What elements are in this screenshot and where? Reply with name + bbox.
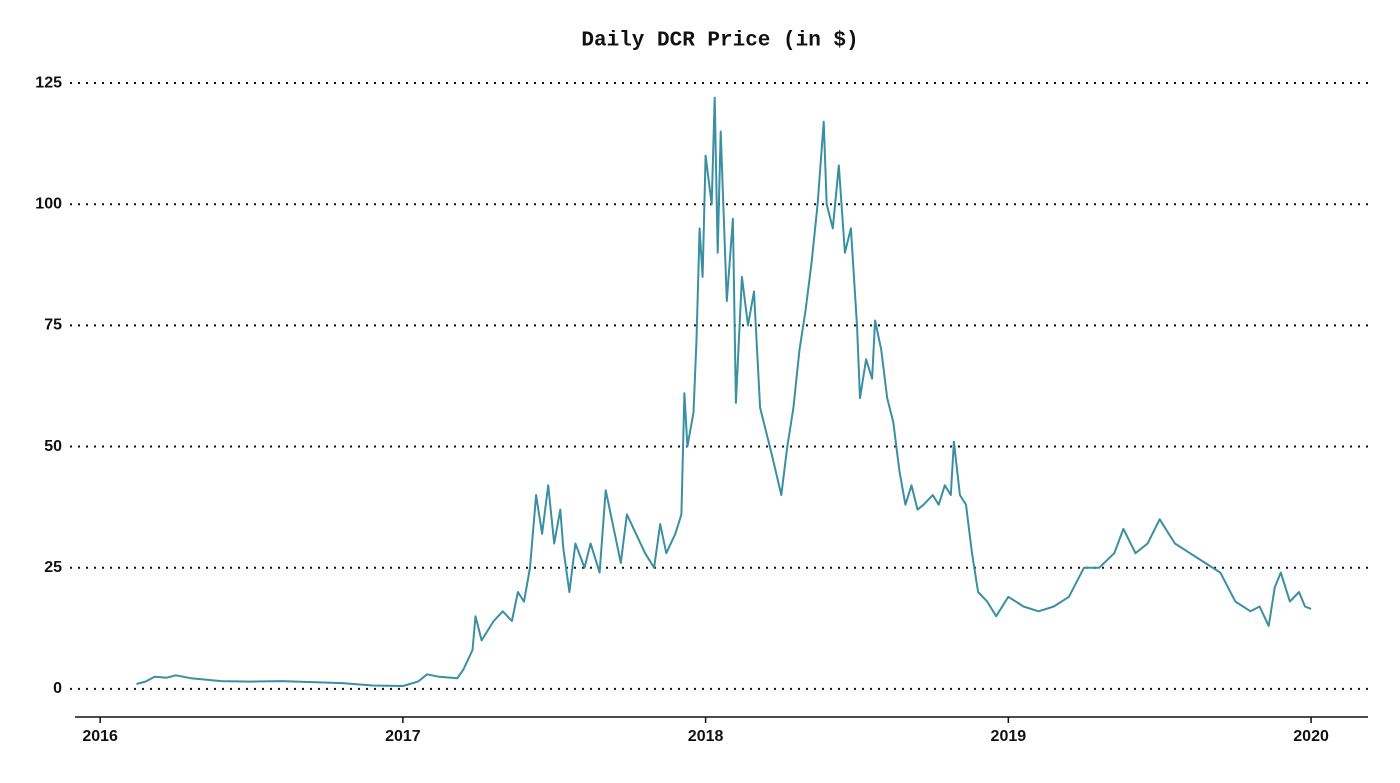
x-tick-label: 2018	[688, 728, 724, 745]
y-tick-label: 0	[53, 680, 62, 697]
y-tick-label: 125	[35, 74, 62, 91]
y-tick-label: 50	[44, 438, 62, 455]
y-tick-label: 75	[44, 317, 62, 334]
x-tick-label: 2020	[1293, 728, 1329, 745]
y-tick-label: 25	[44, 559, 62, 576]
price-line	[136, 96, 1312, 687]
x-tick-label: 2019	[991, 728, 1027, 745]
x-tick-label: 2016	[82, 728, 118, 745]
x-tick-label: 2017	[385, 728, 421, 745]
chart-title: Daily DCR Price (in $)	[581, 30, 858, 53]
y-tick-label: 100	[35, 195, 62, 212]
